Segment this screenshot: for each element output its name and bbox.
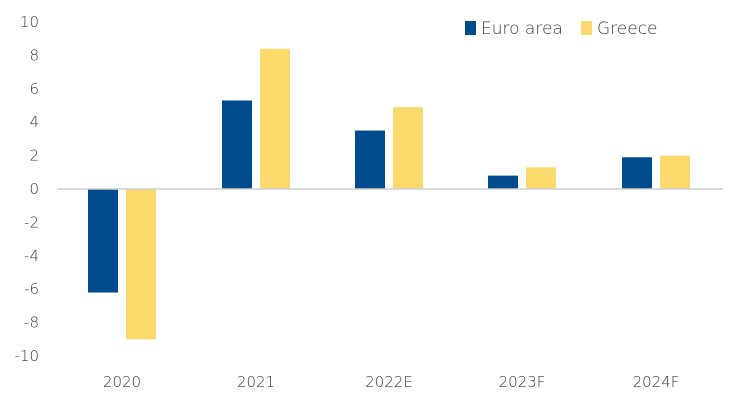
bar-euro-area-2021 [222,100,252,189]
bar-greece-2020 [126,189,156,340]
x-tick-label: 2020 [103,373,141,391]
legend-swatch-euro-area [465,21,476,35]
x-tick-label: 2024F [633,373,680,391]
x-tick-label: 2023F [499,373,546,391]
x-axis-tick-labels: 2020 2021 2022E 2023F 2024F [103,373,680,391]
y-tick-label: -4 [24,247,39,265]
x-tick-label: 2021 [237,373,275,391]
legend: Euro area Greece [465,19,658,39]
bar-euro-area-2024f [622,157,652,189]
bar-greece-2021 [260,48,290,189]
y-tick-label: -2 [24,213,39,231]
legend-label-greece: Greece [597,19,658,39]
bar-greece-2024f [660,155,690,189]
bars [88,48,690,340]
legend-label-euro-area: Euro area [481,19,563,39]
y-axis-tick-labels: 10 8 6 4 2 0 -2 -4 -6 -8 -10 [15,13,40,365]
bar-greece-2023f [526,167,556,189]
y-tick-label: 10 [20,13,39,31]
y-tick-label: -6 [24,280,39,298]
bar-greece-2022e [393,107,423,189]
bar-euro-area-2022e [355,130,385,189]
legend-swatch-greece [581,21,592,35]
y-tick-label: 4 [29,113,39,131]
x-tick-label: 2022E [365,373,413,391]
y-tick-label: -10 [15,347,40,365]
y-tick-label: 8 [29,46,39,64]
y-tick-label: 2 [29,147,39,165]
y-tick-label: -8 [24,314,39,332]
y-tick-label: 0 [29,180,39,198]
y-tick-label: 6 [29,80,39,98]
bar-euro-area-2020 [88,189,118,293]
bar-euro-area-2023f [488,175,518,189]
